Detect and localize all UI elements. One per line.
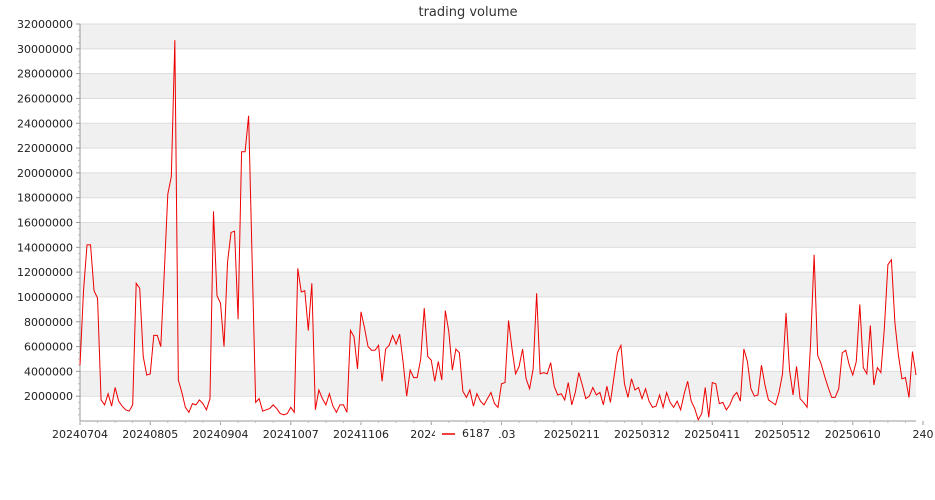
x-tick-label: 240 [913,428,934,441]
y-tick-label: 8000000 [24,316,73,329]
y-tick-label: 2000000 [24,390,73,403]
grid-band [80,123,916,149]
series-group [79,40,917,422]
x-tick-label: 20241106 [333,428,389,441]
x-tick-label: 20250411 [684,428,740,441]
y-tick-label: 22000000 [17,142,73,155]
legend-label: 6187 [462,427,490,440]
x-tick-label: 20250211 [544,428,600,441]
y-tick-label: 20000000 [17,167,73,180]
y-tick-label: 12000000 [17,266,73,279]
x-tick-label: 20240805 [122,428,178,441]
y-tick-label: 30000000 [17,43,73,56]
x-tick-label: 20250312 [614,428,670,441]
grid-band [80,172,916,198]
x-tick-label: 20241007 [263,428,319,441]
legend-background [435,423,499,439]
y-tick-label: 10000000 [17,291,73,304]
series-line-6187 [79,40,917,422]
chart-title: trading volume [418,5,517,20]
y-tick-labels: 2000000 4000000 6000000 8000000 10000000 1200… [17,18,80,416]
y-tick-label: 16000000 [17,217,73,230]
grid-band [80,272,916,297]
y-tick-label: 32000000 [17,18,73,31]
gridlines [80,23,916,397]
x-tick-label: 20250610 [825,428,881,441]
plot-background-bands [80,24,916,397]
y-tick-label: 6000000 [24,341,73,354]
y-tick-label: 24000000 [17,117,73,130]
grid-band [80,321,916,347]
grid-band [80,222,916,248]
grid-band [80,24,916,49]
x-tick-label: 20240904 [193,428,249,441]
y-tick-label: 4000000 [24,365,73,378]
grid-band [80,371,916,397]
y-tick-label: 14000000 [17,241,73,254]
x-tick-label: 20240704 [52,428,108,441]
y-tick-label: 28000000 [17,68,73,81]
legend[interactable]: 6187 [435,423,499,440]
grid-band [80,73,916,99]
x-tick-label: 20250512 [755,428,811,441]
y-tick-label: 18000000 [17,192,73,205]
y-tick-label: 26000000 [17,92,73,105]
